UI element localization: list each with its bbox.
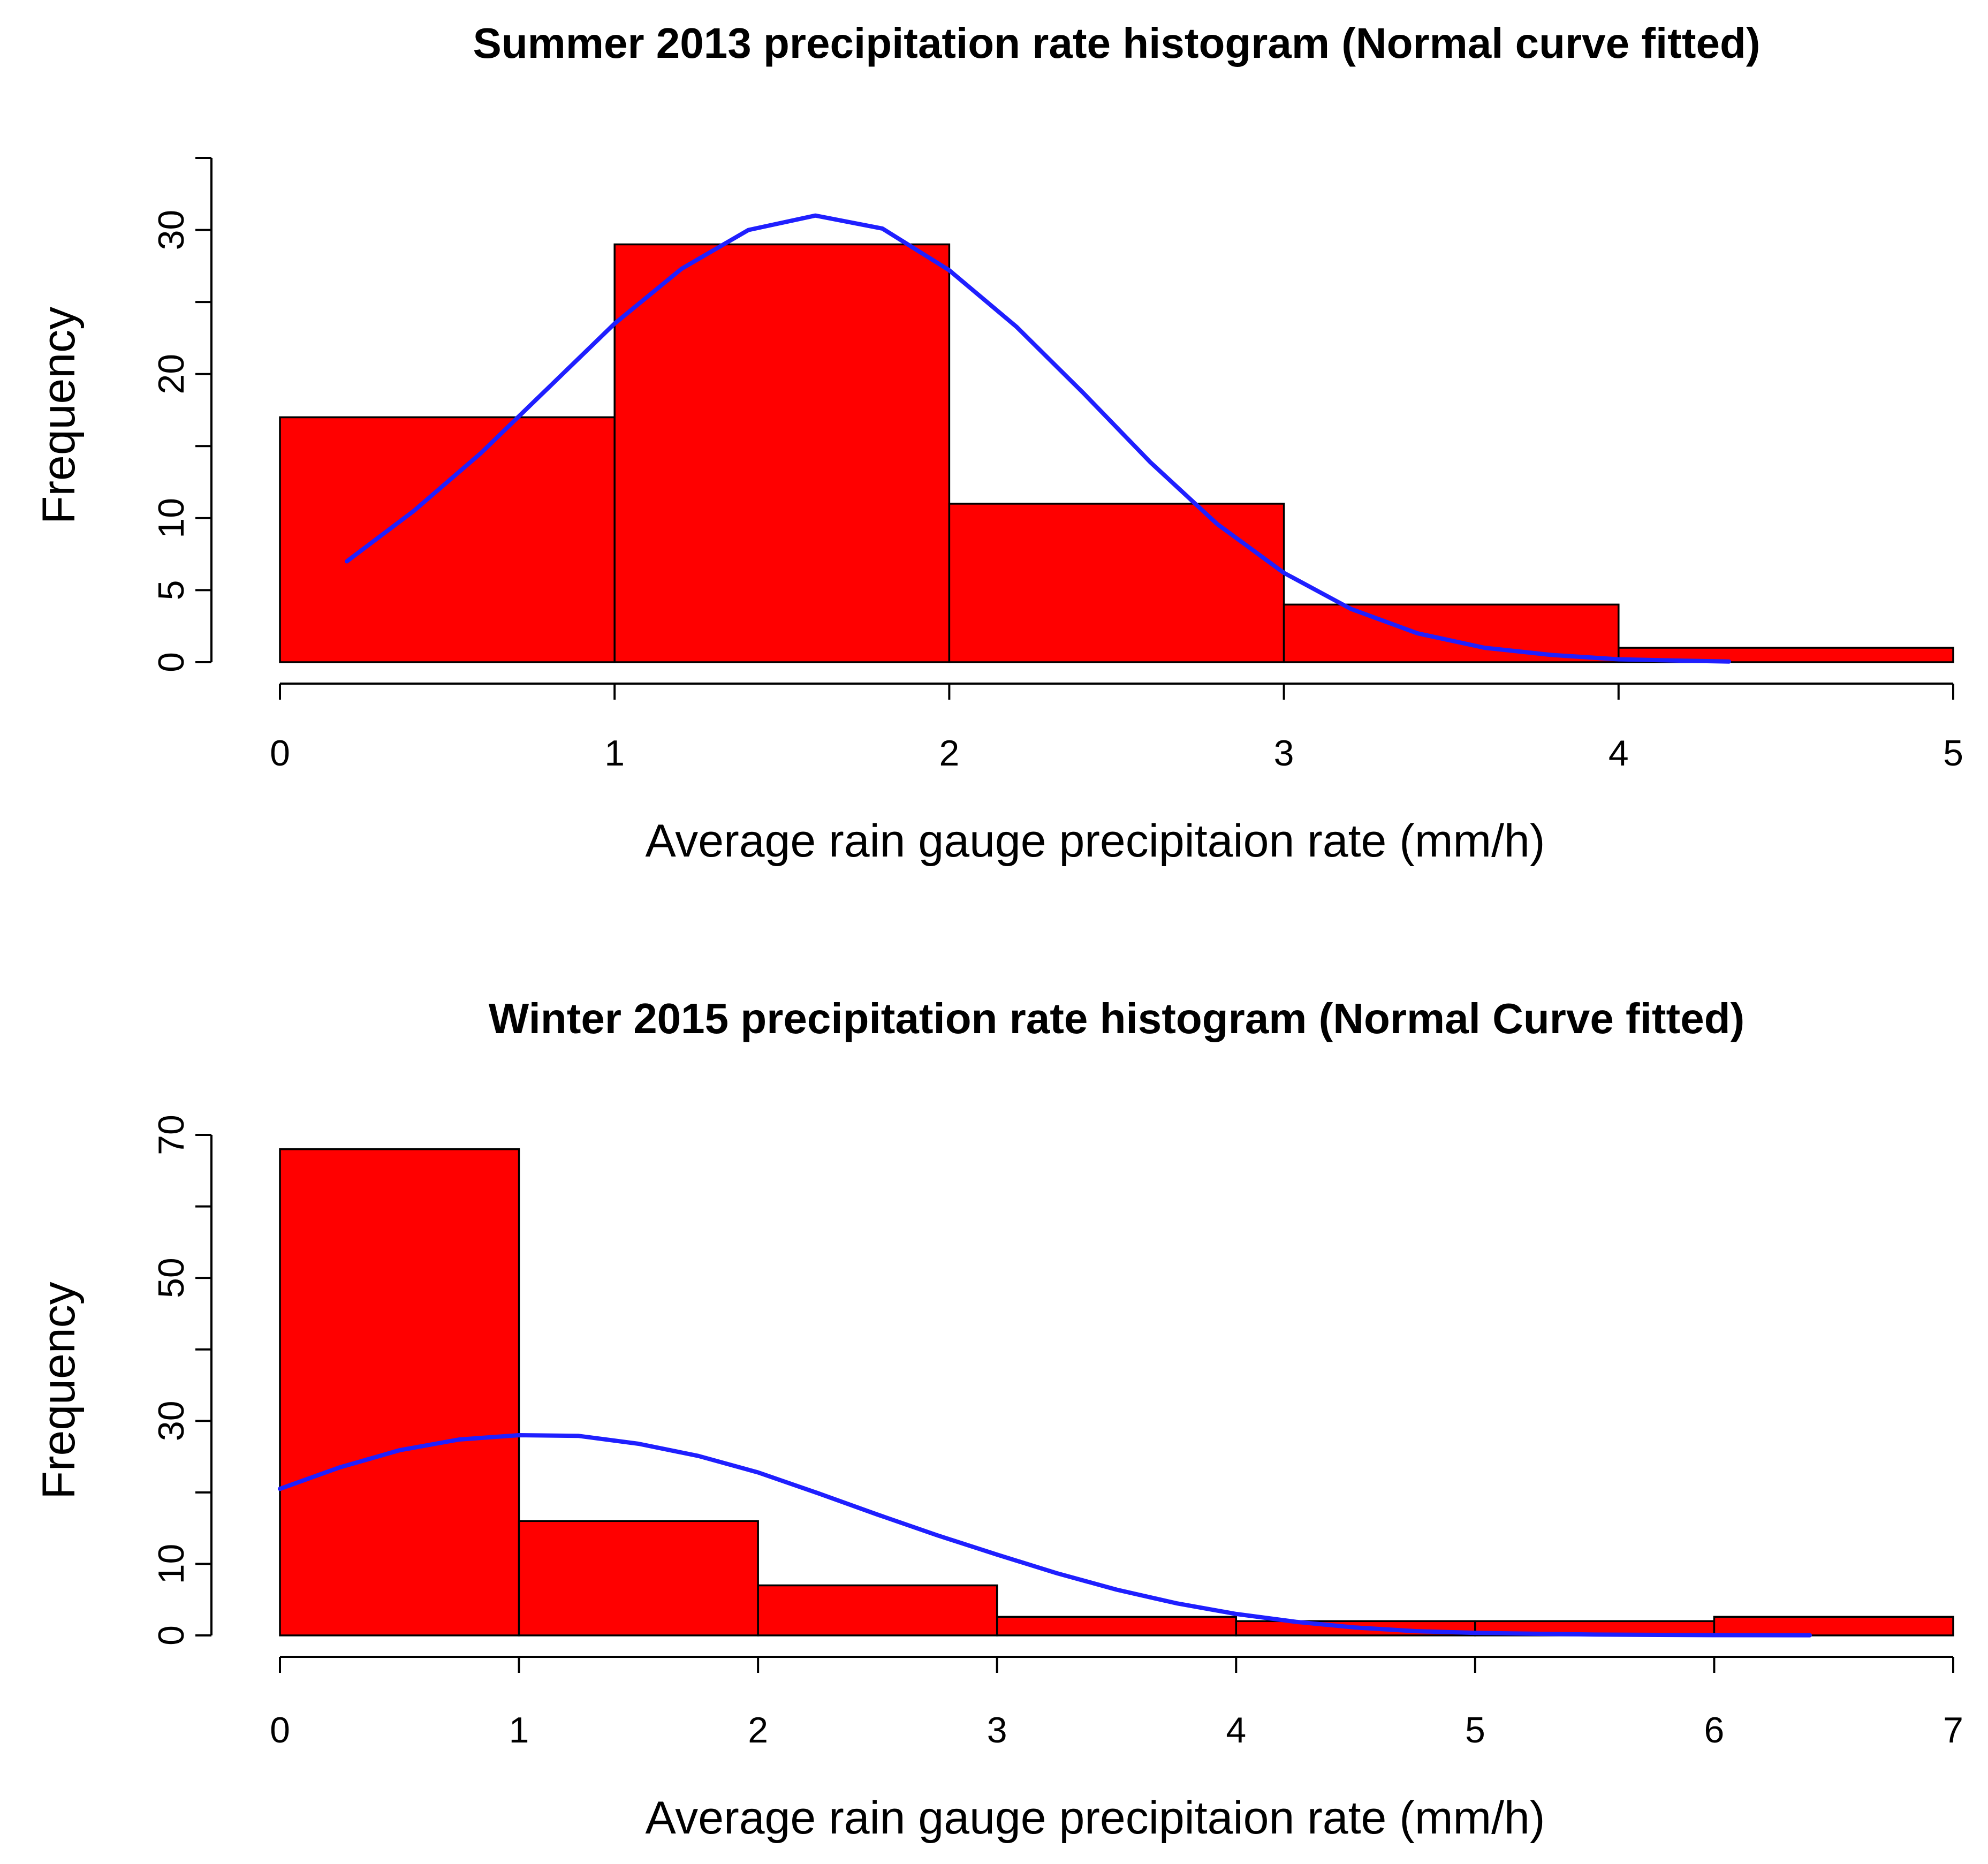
y-tick-label: 0 <box>151 652 192 672</box>
x-tick-label: 5 <box>1465 1710 1485 1751</box>
y-tick-label: 10 <box>151 498 192 539</box>
histogram-bar <box>1283 603 1620 663</box>
y-tick-label: 50 <box>151 1257 192 1298</box>
histogram-bar <box>948 503 1285 663</box>
histogram-bar <box>613 243 951 663</box>
y-axis-label: Frequency <box>33 1282 85 1499</box>
histogram-bar <box>279 1148 520 1636</box>
x-tick-label: 0 <box>270 733 290 774</box>
y-tick-label: 70 <box>151 1115 192 1155</box>
y-tick-label: 20 <box>151 354 192 395</box>
x-tick-label: 6 <box>1704 1710 1725 1751</box>
x-tick-label: 4 <box>1608 733 1629 774</box>
x-tick-label: 1 <box>509 1710 529 1751</box>
histogram-bar <box>518 1520 759 1636</box>
x-tick-label: 2 <box>939 733 959 774</box>
x-tick-label: 3 <box>1274 733 1294 774</box>
histogram-bar <box>1713 1616 1954 1636</box>
histogram-panel-1: Summer 2013 precipitation rate histogram… <box>33 19 1963 867</box>
x-tick-label: 3 <box>987 1710 1007 1751</box>
y-tick-label: 30 <box>151 1400 192 1441</box>
chart-title: Winter 2015 precipitation rate histogram… <box>489 995 1744 1042</box>
x-tick-label: 4 <box>1226 1710 1246 1751</box>
x-tick-label: 0 <box>270 1710 290 1751</box>
histogram-bar <box>757 1584 998 1636</box>
x-tick-label: 7 <box>1943 1710 1963 1751</box>
x-tick-label: 2 <box>748 1710 768 1751</box>
y-axis-label: Frequency <box>33 307 85 524</box>
normal-curve <box>278 1433 1812 1638</box>
histogram-bar <box>996 1616 1238 1636</box>
x-axis-label: Average rain gauge precipitaion rate (mm… <box>645 815 1545 867</box>
y-tick-label: 10 <box>151 1544 192 1585</box>
normal-curve <box>345 213 1732 664</box>
histogram-panel-2: Winter 2015 precipitation rate histogram… <box>33 995 1963 1844</box>
chart-title: Summer 2013 precipitation rate histogram… <box>473 19 1760 67</box>
y-tick-label: 5 <box>151 580 192 601</box>
y-tick-label: 30 <box>151 210 192 251</box>
x-axis-label: Average rain gauge precipitaion rate (mm… <box>645 1792 1545 1844</box>
histogram-bar <box>279 416 616 663</box>
x-tick-label: 5 <box>1943 733 1963 774</box>
y-tick-label: 0 <box>151 1625 192 1646</box>
x-tick-label: 1 <box>604 733 625 774</box>
